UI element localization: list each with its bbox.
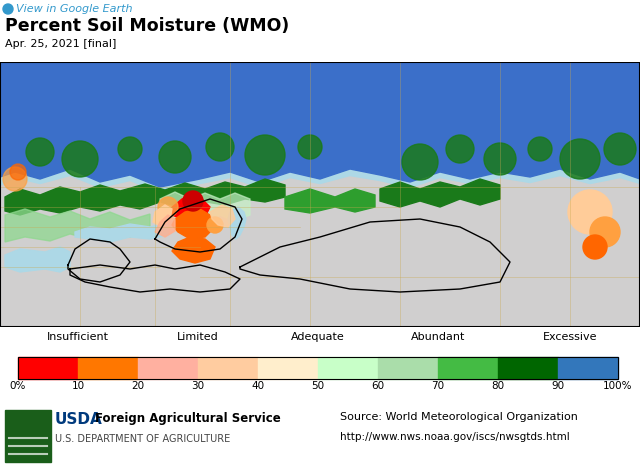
Polygon shape [172, 237, 215, 263]
Circle shape [159, 141, 191, 173]
Polygon shape [5, 247, 70, 272]
Circle shape [604, 133, 636, 165]
Circle shape [560, 139, 600, 179]
Circle shape [528, 137, 552, 161]
Polygon shape [380, 179, 500, 207]
Polygon shape [5, 179, 285, 215]
Text: 80: 80 [492, 381, 504, 391]
Bar [18, 357, 78, 379]
Circle shape [590, 217, 620, 247]
Text: 70: 70 [431, 381, 445, 391]
Polygon shape [0, 177, 640, 327]
Bar [138, 357, 198, 379]
Polygon shape [155, 215, 175, 237]
Circle shape [568, 190, 612, 234]
Circle shape [402, 144, 438, 180]
Bar [5, 410, 51, 462]
Text: 100%: 100% [604, 381, 633, 391]
Circle shape [158, 197, 178, 217]
Circle shape [118, 137, 142, 161]
Text: Source: World Meteorological Organization: Source: World Meteorological Organizatio… [340, 412, 578, 422]
Circle shape [245, 135, 285, 175]
Polygon shape [170, 195, 210, 222]
Circle shape [183, 191, 203, 211]
Bar [318, 357, 378, 379]
Text: 10: 10 [72, 381, 84, 391]
Text: 90: 90 [552, 381, 564, 391]
Circle shape [484, 143, 516, 175]
Text: 50: 50 [312, 381, 324, 391]
Polygon shape [172, 209, 215, 239]
Bar [258, 357, 318, 379]
Polygon shape [75, 222, 168, 242]
Text: USDA: USDA [55, 412, 103, 427]
Text: 40: 40 [252, 381, 264, 391]
Polygon shape [160, 192, 250, 221]
Circle shape [3, 4, 13, 14]
Circle shape [298, 135, 322, 159]
Text: Foreign Agricultural Service: Foreign Agricultural Service [95, 412, 281, 425]
Text: Limited: Limited [177, 332, 219, 342]
Polygon shape [228, 207, 246, 239]
Bar [198, 357, 258, 379]
Polygon shape [285, 189, 375, 213]
Text: Apr. 25, 2021 [final]: Apr. 25, 2021 [final] [5, 39, 116, 49]
Text: Excessive: Excessive [543, 332, 597, 342]
Text: 60: 60 [371, 381, 385, 391]
Circle shape [207, 217, 223, 233]
Bar [18, 357, 618, 379]
Circle shape [62, 141, 98, 177]
Bar [438, 357, 498, 379]
Circle shape [583, 235, 607, 259]
Bar [498, 357, 558, 379]
Circle shape [3, 167, 27, 191]
Bar [78, 357, 138, 379]
Text: 20: 20 [131, 381, 145, 391]
Text: 0%: 0% [10, 381, 26, 391]
Text: View in Google Earth: View in Google Earth [16, 4, 132, 14]
Polygon shape [0, 62, 640, 187]
Text: Abundant: Abundant [411, 332, 465, 342]
Polygon shape [210, 205, 235, 227]
Text: Percent Soil Moisture (WMO): Percent Soil Moisture (WMO) [5, 17, 289, 35]
Circle shape [206, 133, 234, 161]
Text: Adequate: Adequate [291, 332, 345, 342]
Circle shape [10, 164, 26, 180]
Circle shape [26, 138, 54, 166]
Bar [378, 357, 438, 379]
Circle shape [446, 135, 474, 163]
Text: 30: 30 [191, 381, 205, 391]
Polygon shape [153, 205, 172, 227]
Text: http://www.nws.noaa.gov/iscs/nwsgtds.html: http://www.nws.noaa.gov/iscs/nwsgtds.htm… [340, 432, 570, 442]
Text: U.S. DEPARTMENT OF AGRICULTURE: U.S. DEPARTMENT OF AGRICULTURE [55, 434, 230, 444]
Polygon shape [5, 209, 150, 242]
Text: Insufficient: Insufficient [47, 332, 109, 342]
Bar [558, 357, 618, 379]
